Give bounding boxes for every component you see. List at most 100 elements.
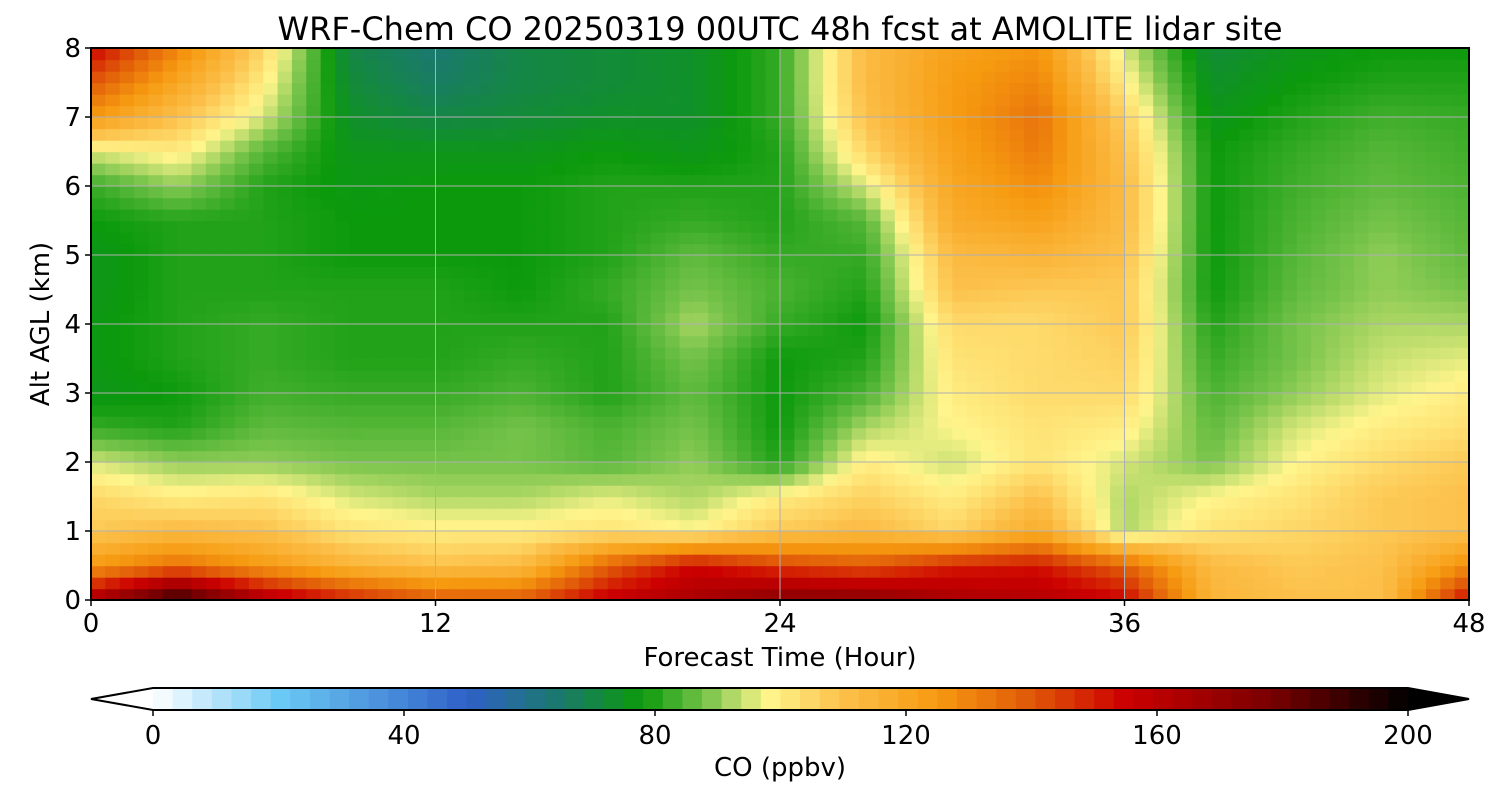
heatmap-cell — [1181, 439, 1197, 452]
heatmap-cell — [622, 416, 638, 429]
heatmap-cell — [392, 163, 408, 176]
heatmap-cell — [1210, 301, 1226, 314]
heatmap-cell — [1224, 427, 1241, 440]
heatmap-cell — [823, 59, 839, 72]
heatmap-cell — [966, 71, 982, 84]
heatmap-cell — [507, 324, 523, 337]
heatmap-cell — [191, 220, 207, 233]
heatmap-cell — [521, 370, 537, 383]
heatmap-cell — [909, 105, 925, 118]
heatmap-cell — [105, 71, 121, 84]
heatmap-cell — [1210, 105, 1226, 118]
heatmap-cell — [1095, 347, 1111, 360]
heatmap-cell — [162, 577, 178, 590]
heatmap-cell — [1368, 266, 1384, 279]
heatmap-cell — [105, 301, 121, 314]
heatmap-cell — [378, 151, 394, 164]
heatmap-cell — [1196, 71, 1212, 84]
heatmap-cell — [1325, 404, 1341, 417]
colorbar-band — [858, 688, 880, 710]
heatmap-cell — [980, 473, 997, 486]
heatmap-cell — [823, 577, 839, 590]
heatmap-cell — [708, 105, 724, 118]
heatmap-cell — [622, 508, 638, 521]
heatmap-cell — [1382, 174, 1398, 187]
heatmap-cell — [363, 94, 379, 107]
heatmap-cell — [1095, 542, 1111, 555]
heatmap-cell — [263, 289, 279, 302]
heatmap-cell — [1454, 163, 1469, 176]
heatmap-cell — [937, 370, 953, 383]
heatmap-cell — [851, 209, 867, 222]
heatmap-cell — [134, 473, 150, 486]
heatmap-cell — [1239, 151, 1255, 164]
heatmap-cell — [722, 370, 738, 383]
heatmap-cell — [837, 301, 853, 314]
heatmap-cell — [220, 128, 236, 141]
heatmap-cell — [392, 508, 408, 521]
heatmap-cell — [1052, 186, 1068, 199]
heatmap-cell — [1253, 404, 1269, 417]
heatmap-cell — [980, 163, 997, 176]
heatmap-cell — [564, 140, 580, 153]
heatmap-cell — [1239, 71, 1255, 84]
heatmap-cell — [751, 266, 767, 279]
heatmap-cell — [205, 82, 221, 95]
heatmap-cell — [1196, 439, 1212, 452]
heatmap-cell — [148, 255, 164, 268]
heatmap-cell — [1268, 243, 1284, 256]
heatmap-cell — [263, 94, 279, 107]
heatmap-cell — [378, 462, 394, 475]
heatmap-cell — [1081, 174, 1097, 187]
heatmap-cell — [148, 439, 164, 452]
heatmap-cell — [1138, 508, 1154, 521]
heatmap-cell — [780, 588, 796, 600]
heatmap-cell — [1052, 94, 1068, 107]
heatmap-cell — [449, 312, 465, 325]
heatmap-cell — [708, 381, 724, 394]
heatmap-cell — [1210, 473, 1226, 486]
heatmap-cell — [349, 243, 365, 256]
heatmap-cell — [1296, 174, 1312, 187]
heatmap-cell — [492, 255, 508, 268]
heatmap-cell — [593, 565, 609, 578]
heatmap-cell — [995, 197, 1011, 210]
heatmap-cell — [866, 140, 882, 153]
heatmap-cell — [1196, 220, 1212, 233]
heatmap-cell — [1110, 128, 1126, 141]
heatmap-cell — [1124, 174, 1140, 187]
heatmap-cell — [909, 174, 925, 187]
heatmap-cell — [765, 48, 781, 61]
heatmap-cell — [1411, 508, 1427, 521]
heatmap-cell — [1311, 128, 1327, 141]
heatmap-cell — [693, 209, 709, 222]
heatmap-cell — [1024, 347, 1040, 360]
heatmap-cell — [1296, 519, 1312, 532]
heatmap-cell — [478, 174, 494, 187]
heatmap-cell — [320, 71, 336, 84]
heatmap-cell — [765, 416, 781, 429]
heatmap-cell — [952, 128, 968, 141]
heatmap-cell — [1052, 105, 1068, 118]
heatmap-cell — [205, 588, 221, 600]
heatmap-cell — [1253, 519, 1269, 532]
heatmap-cell — [1009, 381, 1025, 394]
heatmap-cell — [105, 381, 121, 394]
heatmap-cell — [363, 255, 379, 268]
heatmap-cell — [91, 519, 107, 532]
heatmap-cell — [636, 174, 652, 187]
heatmap-cell — [579, 48, 595, 61]
heatmap-cell — [449, 220, 465, 233]
heatmap-cell — [392, 232, 408, 245]
heatmap-cell — [909, 232, 925, 245]
heatmap-cell — [794, 48, 810, 61]
heatmap-cell — [1339, 335, 1355, 348]
heatmap-cell — [751, 508, 767, 521]
heatmap-cell — [1397, 209, 1413, 222]
heatmap-cell — [492, 565, 508, 578]
heatmap-cell — [665, 186, 681, 199]
heatmap-cell — [909, 404, 925, 417]
heatmap-cell — [320, 163, 336, 176]
heatmap-cell — [363, 163, 379, 176]
heatmap-cell — [1382, 439, 1398, 452]
